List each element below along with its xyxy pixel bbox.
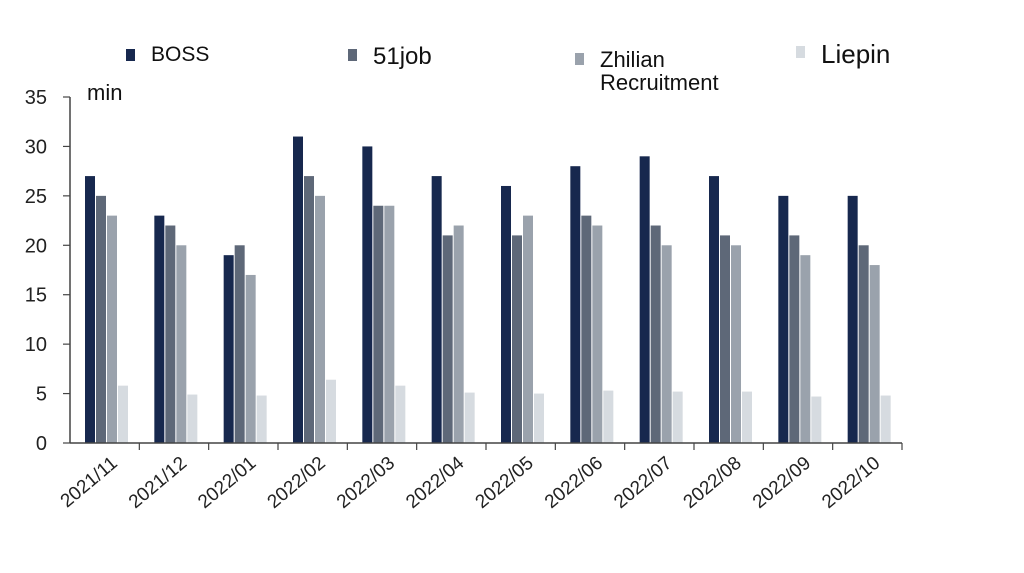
bar-zhilian-recruitment-2022-05 bbox=[523, 215, 533, 443]
bar-zhilian-recruitment-2022-01 bbox=[245, 274, 256, 443]
y-tick-label: 30 bbox=[25, 136, 47, 158]
bar-51job-2022-08 bbox=[720, 235, 730, 443]
x-tick-label: 2021/11 bbox=[57, 453, 122, 512]
bar-boss-2022-04 bbox=[431, 176, 442, 444]
legend-label-zhilian: Zhilian Recruitment bbox=[600, 47, 719, 96]
bar-boss-2022-06 bbox=[570, 166, 581, 443]
bar-boss-2022-02 bbox=[293, 136, 303, 444]
y-tick-label: 35 bbox=[25, 87, 47, 109]
bar-zhilian-recruitment-2021-11 bbox=[107, 215, 117, 443]
x-tick-label: 2022/09 bbox=[749, 453, 815, 513]
bar-51job-2022-04 bbox=[442, 235, 453, 443]
legend-item-zhilian: Zhilian Recruitment bbox=[575, 48, 765, 94]
bar-liepin-2021-11 bbox=[118, 385, 128, 443]
bar-boss-2022-01 bbox=[223, 255, 234, 443]
bar-boss-2022-08 bbox=[709, 176, 719, 444]
legend-swatch-51job bbox=[348, 49, 357, 61]
x-tick-label: 2022/07 bbox=[610, 453, 676, 513]
x-tick-label: 2022/06 bbox=[541, 453, 607, 513]
bar-51job-2022-03 bbox=[373, 205, 384, 443]
bar-51job-2022-02 bbox=[304, 176, 314, 444]
y-tick-label: 5 bbox=[36, 384, 47, 406]
bar-boss-2022-05 bbox=[501, 185, 511, 443]
x-tick-label: 2022/03 bbox=[333, 453, 399, 513]
legend-label-51job: 51job bbox=[373, 43, 432, 70]
y-tick-label: 25 bbox=[25, 186, 47, 208]
bar-51job-2022-10 bbox=[858, 245, 869, 443]
bar-liepin-2022-08 bbox=[742, 391, 752, 443]
bar-zhilian-recruitment-2022-06 bbox=[592, 225, 603, 443]
y-axis-ticks: 0 5 10 15 20 25 30 35 bbox=[25, 87, 70, 455]
bar-zhilian-recruitment-2022-09 bbox=[800, 255, 811, 443]
bar-zhilian-recruitment-2022-10 bbox=[869, 265, 880, 443]
legend-swatch-zhilian bbox=[575, 53, 584, 65]
bar-boss-2021-11 bbox=[85, 176, 95, 444]
x-tick-label: 2021/12 bbox=[125, 453, 191, 513]
y-axis-unit-label: min bbox=[87, 80, 123, 105]
bar-51job-2022-06 bbox=[581, 215, 592, 443]
x-tick-label: 2022/08 bbox=[680, 453, 746, 513]
bar-zhilian-recruitment-2022-08 bbox=[731, 245, 741, 443]
x-tick-label: 2022/04 bbox=[402, 452, 468, 513]
bar-liepin-2021-12 bbox=[187, 394, 198, 443]
x-axis-ticks: 2021/11 2021/12 2022/01 2022/02 2022/03 2022/… bbox=[57, 443, 903, 513]
bar-boss-2022-03 bbox=[362, 146, 373, 443]
legend-label-boss: BOSS bbox=[151, 43, 210, 66]
bar-boss-2021-12 bbox=[154, 215, 165, 443]
legend-item-liepin: Liepin bbox=[796, 39, 891, 69]
x-tick-label: 2022/10 bbox=[818, 453, 884, 513]
bar-liepin-2022-09 bbox=[811, 396, 822, 443]
bar-zhilian-recruitment-2022-02 bbox=[315, 195, 325, 443]
bar-zhilian-recruitment-2022-03 bbox=[384, 205, 395, 443]
bar-liepin-2022-10 bbox=[880, 395, 891, 443]
bar-zhilian-recruitment-2022-04 bbox=[453, 225, 464, 443]
legend-item-51job: 51job bbox=[348, 44, 432, 69]
bar-boss-2022-09 bbox=[778, 195, 789, 443]
x-tick-label: 2022/02 bbox=[264, 453, 330, 513]
bar-liepin-2022-01 bbox=[256, 395, 267, 443]
bar-51job-2021-12 bbox=[165, 225, 176, 443]
bar-boss-2022-10 bbox=[847, 195, 858, 443]
bar-liepin-2022-06 bbox=[603, 390, 614, 443]
legend-swatch-liepin bbox=[796, 46, 805, 58]
bar-liepin-2022-03 bbox=[395, 385, 406, 443]
bar-liepin-2022-07 bbox=[672, 391, 683, 443]
legend-swatch-boss bbox=[126, 49, 135, 61]
x-tick-label: 2022/01 bbox=[194, 453, 260, 513]
x-tick-label: 2022/05 bbox=[472, 453, 538, 513]
bar-liepin-2022-02 bbox=[326, 379, 336, 443]
legend-label-liepin: Liepin bbox=[821, 39, 891, 69]
bar-51job-2022-01 bbox=[234, 245, 245, 443]
bar-51job-2021-11 bbox=[96, 195, 106, 443]
bar-series bbox=[85, 136, 891, 444]
y-tick-label: 20 bbox=[25, 235, 47, 257]
bar-51job-2022-05 bbox=[512, 235, 522, 443]
bar-liepin-2022-04 bbox=[464, 392, 475, 443]
y-tick-label: 10 bbox=[25, 334, 47, 356]
legend-item-boss: BOSS bbox=[126, 43, 210, 66]
bar-51job-2022-07 bbox=[650, 225, 661, 443]
bar-zhilian-recruitment-2022-07 bbox=[661, 245, 672, 443]
y-tick-label: 0 bbox=[36, 433, 47, 455]
bar-zhilian-recruitment-2021-12 bbox=[176, 245, 187, 443]
y-tick-label: 15 bbox=[25, 285, 47, 307]
bar-boss-2022-07 bbox=[639, 156, 650, 444]
bar-51job-2022-09 bbox=[789, 235, 800, 443]
bar-liepin-2022-05 bbox=[534, 393, 544, 443]
